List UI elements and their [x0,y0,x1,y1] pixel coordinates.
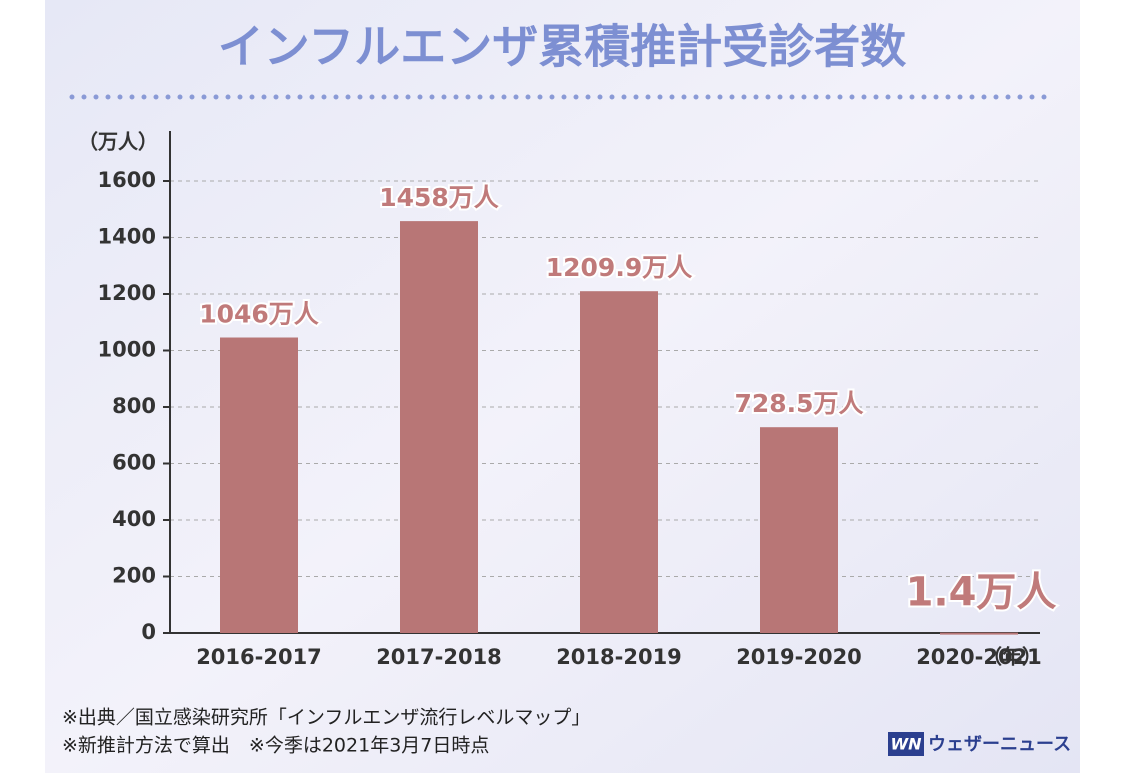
data-label: 1209.9万人 [546,253,692,282]
bar [220,337,298,633]
y-tick-label: 1200 [98,281,156,305]
y-tick-label: 1000 [98,338,156,362]
y-tick-label: 800 [112,394,156,418]
bar [580,291,658,633]
y-tick-label: 0 [141,620,156,644]
background [45,0,1080,773]
y-axis-label: （万人） [78,130,158,154]
x-tick-label: 2020-2021 [916,645,1042,669]
bar [400,221,478,634]
x-tick-label: 2018-2019 [556,645,682,669]
brand-logo [888,732,924,756]
y-tick-label: 1400 [98,225,156,249]
brand-mark: WN [890,735,922,754]
y-tick-label: 200 [112,564,156,588]
x-tick-label: 2019-2020 [736,645,862,669]
x-tick-label: 2016-2017 [196,645,322,669]
footnote: ※新推計方法で算出 ※今季は2021年3月7日時点 [62,735,489,757]
y-tick-label: 400 [112,507,156,531]
data-label: 1046万人 [199,300,319,329]
x-tick-label: 2017-2018 [376,645,502,669]
brand-name: ウェザーニュース [928,734,1071,755]
x-axis-label: （年） [982,645,1042,669]
y-tick-label: 600 [112,451,156,475]
bar [940,632,1018,635]
footnote: ※出典／国立感染研究所「インフルエンザ流行レベルマップ」 [62,707,590,729]
y-tick-label: 1600 [98,168,156,192]
chart-title: インフルエンザ累積推計受診者数 [218,20,907,74]
data-label: 728.5万人 [734,389,863,418]
data-label: 1458万人 [379,183,499,212]
bar [760,427,838,633]
data-label: 1.4万人 [906,570,1057,616]
